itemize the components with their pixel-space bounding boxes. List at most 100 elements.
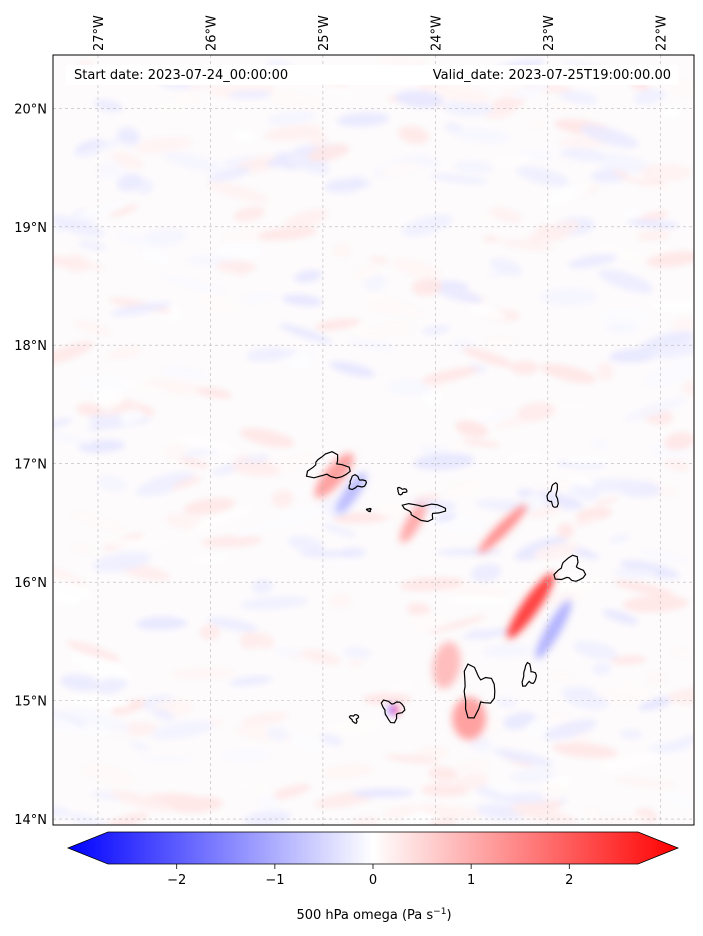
omega-texture-cell (324, 178, 366, 193)
omega-texture-cell (333, 243, 351, 258)
omega-texture-cell (109, 204, 139, 217)
omega-texture-cell (609, 534, 630, 543)
omega-texture-cell (101, 538, 170, 547)
omega-texture-cell (111, 699, 148, 715)
date-label-backdrop (66, 65, 678, 85)
omega-texture-cell (596, 309, 649, 322)
map-frame (52, 54, 695, 826)
omega-feature (400, 503, 426, 543)
omega-texture-cell (216, 242, 261, 260)
omega-texture-cell (117, 127, 140, 146)
omega-texture-cell (68, 696, 131, 708)
omega-texture-cell (329, 593, 352, 608)
island-coastline (463, 663, 496, 719)
omega-texture-cell (69, 654, 133, 680)
omega-texture-cell (539, 185, 592, 207)
omega-texture-cell (97, 475, 127, 492)
omega-texture-cell (564, 456, 611, 466)
longitude-tick-labels: 27°W 26°W 25°W 24°W 23°W 22°W (92, 15, 669, 51)
omega-texture-cell (336, 112, 390, 127)
omega-texture-cell (668, 645, 693, 660)
omega-texture-cell (266, 727, 289, 741)
omega-texture-cell (496, 697, 517, 708)
omega-texture-cell (94, 99, 123, 113)
omega-texture-cell (526, 221, 580, 245)
omega-texture-cell (53, 806, 72, 817)
omega-texture-cell (95, 159, 128, 180)
omega-texture-cell (470, 629, 492, 640)
omega-texture-cell (374, 795, 397, 805)
omega-texture-cell (467, 304, 506, 320)
omega-texture-cell (300, 649, 341, 665)
omega-texture-cell (663, 458, 691, 472)
omega-texture-cell (287, 153, 330, 174)
omega-texture-cell (72, 136, 131, 157)
omega-texture-cell (422, 389, 442, 407)
omega-texture-cell (592, 663, 612, 675)
omega-texture-cell (267, 111, 316, 125)
latitude-tick-labels: 20°N 19°N 18°N 17°N 16°N 15°N 14°N (14, 102, 47, 828)
omega-texture-cell (324, 84, 359, 98)
omega-texture-cell (78, 240, 107, 250)
omega-texture-cell (482, 235, 500, 242)
omega-texture-cell (92, 812, 149, 825)
omega-texture-cell (442, 481, 487, 498)
omega-texture-cell (475, 409, 517, 424)
omega-texture-cell (671, 318, 694, 334)
longitude-tick-label: 25°W (317, 15, 332, 51)
omega-texture-cell (380, 322, 416, 334)
omega-texture-cell (240, 596, 308, 610)
map-panel: Start date: 2023-07-24_00:00:00 Valid_da… (52, 54, 695, 826)
omega-texture-cell (81, 763, 135, 784)
omega-texture-cell (498, 238, 554, 251)
omega-texture-cell (348, 339, 397, 350)
omega-texture-cell (610, 655, 647, 665)
omega-texture-cell (651, 245, 672, 255)
omega-texture-cell (453, 161, 494, 174)
omega-texture-cell (460, 439, 501, 448)
omega-texture-cell (566, 474, 595, 488)
omega-texture-cell (350, 815, 379, 825)
omega-texture-cell (151, 720, 214, 740)
latitude-tick-label: 20°N (14, 102, 47, 117)
omega-texture-cell (136, 472, 195, 497)
omega-texture-cell (545, 403, 590, 416)
omega-texture-cell (69, 813, 112, 825)
omega-texture-cell (419, 445, 450, 456)
omega-texture-cell (523, 493, 546, 511)
omega-texture-cell (153, 100, 192, 114)
omega-texture-cell (392, 258, 441, 279)
omega-texture-cell (613, 580, 674, 597)
omega-texture-cell (74, 201, 130, 220)
start-date-label: Start date: 2023-07-24_00:00:00 (74, 68, 288, 83)
omega-texture-cell (399, 577, 464, 592)
omega-texture-cell (528, 120, 545, 129)
omega-texture-cell (453, 128, 511, 143)
valid-date-label: Valid_date: 2023-07-25T19:00:00.00 (433, 68, 671, 83)
omega-texture-cell (470, 563, 502, 582)
omega-feature (507, 573, 555, 639)
longitude-tick-label: 22°W (654, 15, 669, 51)
omega-texture-cell (53, 255, 75, 268)
omega-texture-cell (283, 208, 329, 230)
omega-texture-cell (120, 378, 169, 395)
omega-texture-cell (682, 381, 694, 396)
longitude-tick-label: 24°W (429, 15, 444, 51)
omega-texture-cell (598, 269, 653, 293)
omega-texture-cell (53, 593, 81, 606)
omega-texture-cell (162, 151, 224, 173)
omega-texture-cell (110, 151, 145, 170)
latitude-tick-label: 14°N (14, 813, 47, 828)
omega-texture-cell (505, 450, 543, 464)
omega-texture-cell (196, 387, 233, 399)
omega-texture-cell (199, 624, 220, 640)
omega-texture-cell (369, 256, 389, 265)
longitude-tick-label: 27°W (92, 15, 107, 51)
omega-texture-cell (53, 341, 94, 365)
omega-texture-cell (379, 161, 419, 175)
omega-feature (478, 504, 527, 553)
omega-texture-cell (424, 158, 441, 168)
omega-texture-cell (428, 766, 458, 782)
omega-texture-cell (622, 595, 688, 613)
